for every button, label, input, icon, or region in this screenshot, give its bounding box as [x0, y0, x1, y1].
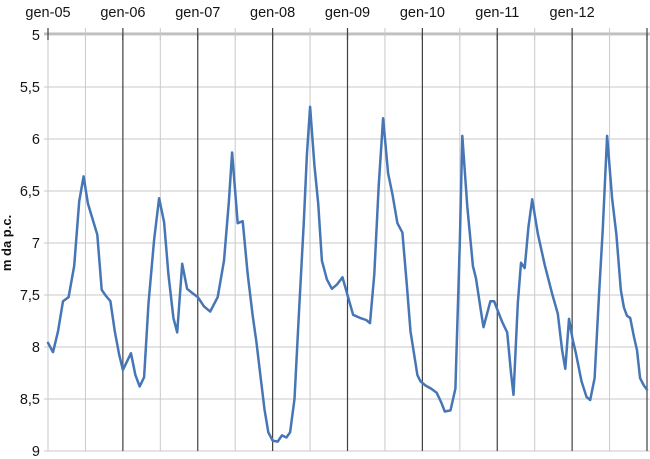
y-tick-label: 5	[32, 28, 40, 44]
y-axis-title: m da p.c.	[0, 215, 14, 271]
x-tick-label: gen-07	[175, 5, 220, 21]
x-tick-labels: gen-05 gen-06 gen-07 gen-08 gen-09 gen-10 gen-…	[25, 5, 594, 21]
x-tick-label: gen-06	[100, 5, 145, 21]
y-tick-label: 6	[32, 132, 40, 148]
series-group	[46, 105, 649, 443]
y-tick-label: 8	[32, 340, 40, 356]
y-tick-label: 9	[32, 444, 40, 459]
y-tick-labels: 5 5,5 6 6,5 7 7,5 8 8,5 9	[20, 28, 40, 459]
y-tick-label: 6,5	[20, 184, 40, 200]
axis-ticks	[47, 28, 648, 40]
y-tick-label: 5,5	[20, 80, 40, 96]
x-tick-label: gen-10	[400, 5, 445, 21]
x-tick-label: gen-12	[550, 5, 595, 21]
y-tick-label: 8,5	[20, 392, 40, 408]
series-line	[46, 105, 649, 443]
y-tick-label: 7	[32, 236, 40, 252]
x-tick-label: gen-09	[325, 5, 370, 21]
x-tick-label: gen-08	[250, 5, 295, 21]
y-tick-label: 7,5	[20, 288, 40, 304]
x-tick-label: gen-05	[25, 5, 70, 21]
x-tick-label: gen-11	[475, 5, 519, 21]
